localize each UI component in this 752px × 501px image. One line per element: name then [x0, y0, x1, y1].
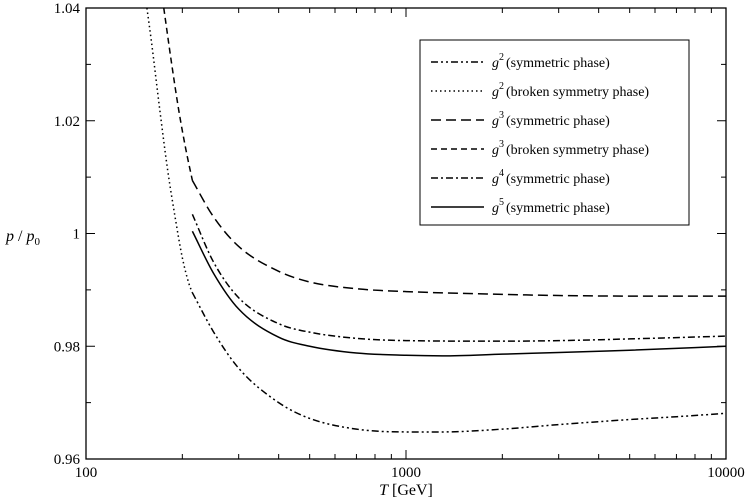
- series-line-4: [163, 7, 194, 181]
- y-tick-label: 0.98: [54, 339, 80, 355]
- y-tick-label: 1.04: [54, 1, 81, 17]
- series-layer: [146, 7, 727, 433]
- legend-label-2: g2 (broken symmetry phase): [492, 81, 649, 100]
- legend-box: [419, 39, 690, 226]
- y-tick-label: 1.02: [54, 114, 80, 130]
- legend-label-1: g2 (symmetric phase): [492, 52, 610, 71]
- legend: g2 (symmetric phase) g2 (broken symmetry ph…: [419, 39, 690, 226]
- y-axis-label: p / p0: [5, 228, 40, 248]
- x-tick-label: 100: [75, 465, 98, 481]
- x-axis-label: T [GeV]: [379, 482, 433, 499]
- y-tick-label: 1: [73, 227, 81, 243]
- series-line-5: [191, 214, 727, 342]
- series-line-6: [191, 230, 727, 357]
- x-tick-label: 10000: [707, 465, 745, 481]
- series-line-3: [191, 180, 726, 297]
- legend-label-3: g3 (symmetric phase): [492, 110, 610, 129]
- legend-label-5: g4 (symmetric phase): [492, 168, 610, 187]
- series-line-2: [146, 7, 194, 293]
- y-tick-label: 0.96: [54, 452, 81, 468]
- x-tick-label: 1000: [391, 465, 421, 481]
- legend-label-4: g3 (broken symmetry phase): [492, 139, 649, 158]
- legend-label-6: g5 (symmetric phase): [492, 197, 610, 216]
- ticks-layer: 100 1000 10000 0.96 0.98 1 1.02 1.04: [54, 1, 745, 481]
